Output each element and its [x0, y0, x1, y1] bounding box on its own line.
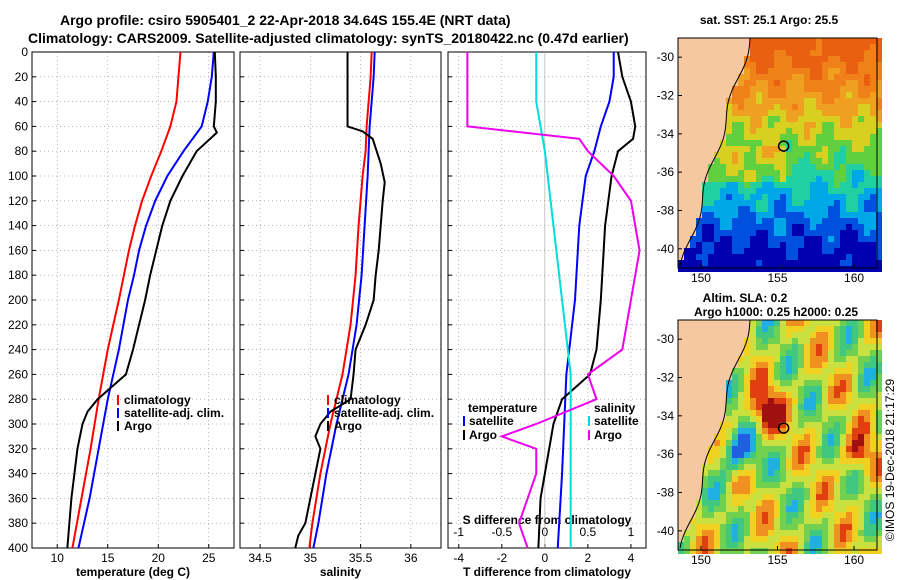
x-tick-label: 10: [51, 551, 65, 565]
sst-coastline: [679, 37, 751, 267]
y-tick-label: 360: [8, 491, 28, 505]
legend-entry: salinity: [594, 401, 636, 415]
series-satellite-temperature: [77, 51, 215, 549]
sla-argo-marker: [777, 422, 790, 434]
legend-entry: satellite-adj. clim.: [334, 406, 434, 420]
sla-map-title: Altim. SLA: 0.2: [703, 291, 788, 305]
x-tick-label: 4: [628, 551, 635, 565]
sla-coastline: [679, 319, 751, 549]
y-tick-label: 60: [15, 119, 29, 133]
x-axis-label-salinity: S difference from climatology: [463, 513, 632, 527]
map-y-tick-label: -30: [657, 332, 675, 346]
x-tick-label: 36: [404, 551, 418, 565]
y-tick-label: 200: [8, 293, 28, 307]
map-y-tick-label: -32: [657, 371, 675, 385]
legend-entry: climatology: [124, 393, 191, 407]
y-tick-label: 400: [8, 541, 28, 555]
series-climatology-temperature: [71, 51, 182, 549]
sla-map-field: [678, 320, 882, 554]
map-y-tick-label: -36: [657, 447, 675, 461]
legend-entry: temperature: [468, 401, 538, 415]
y-tick-label: 180: [8, 268, 28, 282]
x-tick-label: 34.5: [248, 551, 272, 565]
map-y-tick-label: -40: [657, 242, 675, 256]
legend-entry: Argo: [124, 419, 152, 433]
legend-entry: Argo: [334, 419, 362, 433]
legend-entry: satellite-adj. clim.: [124, 406, 224, 420]
y-tick-label: 20: [15, 70, 29, 84]
x-tick-label: 25: [202, 551, 216, 565]
series-satellite-s-diff: [535, 52, 572, 548]
map-y-tick-label: -38: [657, 204, 675, 218]
map-x-tick-label: 155: [767, 271, 787, 285]
y-tick-label: 140: [8, 219, 28, 233]
map-x-tick-label: 150: [691, 553, 711, 567]
y-tick-label: 260: [8, 367, 28, 381]
x-tick-label-salinity: -0.5: [491, 525, 512, 539]
series-argo-temperature: [66, 51, 219, 549]
y-tick-label: 220: [8, 318, 28, 332]
x-tick-label: -4: [453, 551, 464, 565]
y-tick-label: 40: [15, 95, 29, 109]
map-y-tick-label: -30: [657, 50, 675, 64]
y-tick-label: 340: [8, 467, 28, 481]
x-tick-label: 2: [585, 551, 592, 565]
legend-entry: climatology: [334, 393, 401, 407]
x-tick-label-salinity: -1: [453, 525, 464, 539]
y-tick-label: 240: [8, 343, 28, 357]
legend-entry: Argo: [594, 428, 622, 442]
map-y-tick-label: -38: [657, 486, 675, 500]
y-tick-label: 160: [8, 243, 28, 257]
map-y-tick-label: -40: [657, 524, 675, 538]
map-y-tick-label: -34: [657, 127, 675, 141]
series-argo-salinity: [294, 52, 386, 549]
title-line1: Argo profile: csiro 5905401_2 22-Apr-201…: [60, 12, 511, 28]
x-tick-label: 0: [542, 551, 549, 565]
x-tick-label-salinity: 1: [628, 525, 635, 539]
legend-entry: satellite: [469, 414, 514, 428]
y-tick-label: 300: [8, 417, 28, 431]
sst-map-title: sat. SST: 25.1 Argo: 25.5: [700, 13, 839, 27]
map-x-tick-label: 160: [844, 271, 864, 285]
map-y-tick-label: -36: [657, 165, 675, 179]
map-y-tick-label: -34: [657, 409, 675, 423]
x-tick-label: 35.5: [349, 551, 373, 565]
map-x-tick-label: 150: [691, 271, 711, 285]
legend-entry: Argo: [469, 428, 497, 442]
y-tick-label: 120: [8, 194, 28, 208]
sla-map-subtitle: Argo h1000: 0.25 h2000: 0.25: [694, 305, 858, 319]
y-tick-label: 320: [8, 442, 28, 456]
legend-entry: satellite: [594, 414, 639, 428]
series-argo-t-diff: [537, 51, 637, 549]
x-tick-label-salinity: 0.5: [580, 525, 597, 539]
map-x-tick-label: 160: [844, 553, 864, 567]
x-axis-label: salinity: [320, 565, 362, 579]
y-tick-label: 100: [8, 169, 28, 183]
x-tick-label: 20: [152, 551, 166, 565]
x-axis-label: T difference from climatology: [463, 565, 631, 579]
x-tick-label: 35: [304, 551, 318, 565]
credit-text: ©IMOS 19-Dec-2018 21:17:29: [883, 379, 897, 542]
sst-argo-marker: [777, 140, 790, 152]
y-tick-label: 380: [8, 516, 28, 530]
y-tick-label: 280: [8, 392, 28, 406]
series-satellite-salinity: [312, 51, 376, 549]
y-tick-label: 0: [21, 45, 28, 59]
title-line2: Climatology: CARS2009. Satellite-adjuste…: [28, 30, 629, 46]
map-y-tick-label: -32: [657, 89, 675, 103]
y-tick-label: 80: [15, 144, 29, 158]
x-axis-label: temperature (deg C): [76, 565, 190, 579]
series-argo-s-diff: [466, 52, 641, 549]
x-tick-label: 15: [101, 551, 115, 565]
series-climatology-salinity: [308, 51, 373, 549]
x-tick-label: -2: [496, 551, 507, 565]
map-x-tick-label: 155: [767, 553, 787, 567]
series-satellite-t-diff: [556, 52, 615, 549]
sst-map-field: [678, 38, 882, 272]
